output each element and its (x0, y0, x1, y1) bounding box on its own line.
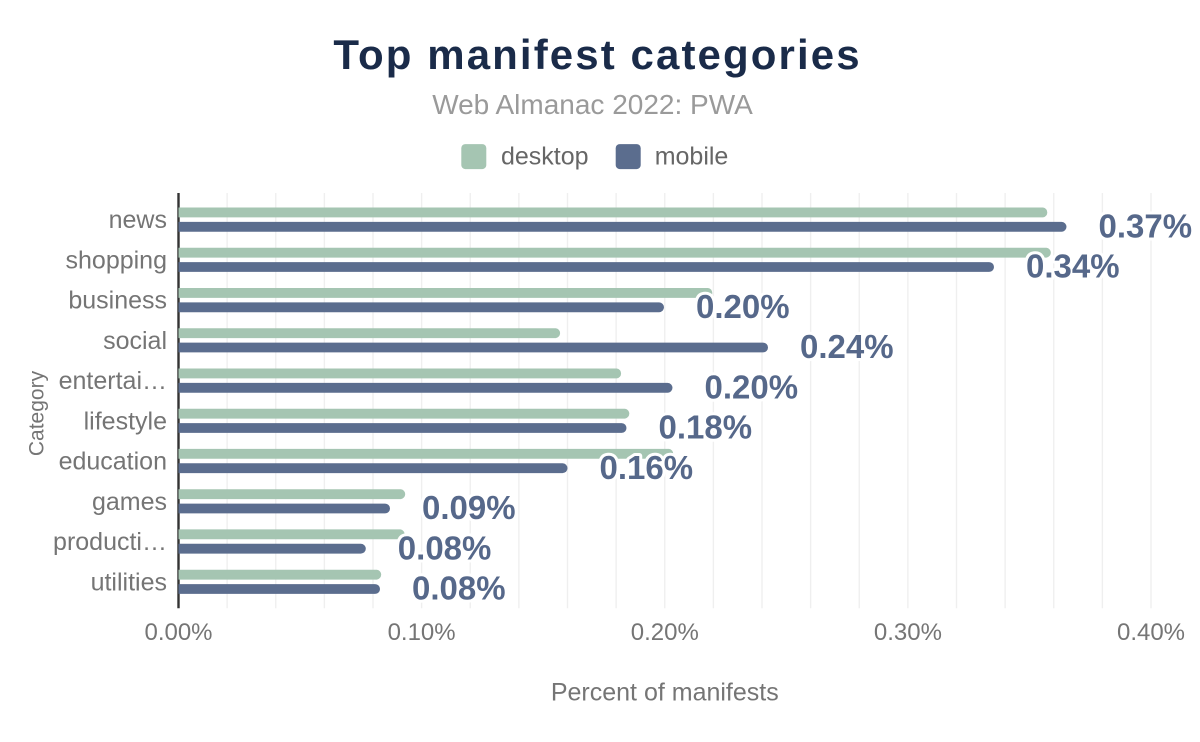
svg-text:education: education (59, 448, 167, 476)
svg-text:0.10%: 0.10% (388, 619, 456, 646)
svg-text:0.09%: 0.09% (422, 489, 516, 526)
svg-text:social: social (103, 327, 167, 355)
svg-text:0.40%: 0.40% (1117, 619, 1185, 646)
svg-text:mobile: mobile (655, 142, 729, 170)
svg-text:0.08%: 0.08% (398, 529, 492, 566)
svg-text:0.20%: 0.20% (705, 369, 799, 406)
svg-text:0.30%: 0.30% (874, 619, 942, 646)
svg-text:Percent of manifests: Percent of manifests (551, 679, 779, 707)
svg-text:utilities: utilities (91, 568, 167, 596)
svg-text:0.34%: 0.34% (1026, 248, 1120, 285)
svg-text:entertai…: entertai… (59, 367, 167, 395)
svg-text:0.20%: 0.20% (631, 619, 699, 646)
svg-text:0.20%: 0.20% (696, 288, 790, 325)
svg-text:Web Almanac 2022: PWA: Web Almanac 2022: PWA (432, 89, 753, 120)
svg-text:games: games (92, 488, 167, 516)
svg-text:business: business (68, 287, 167, 315)
svg-text:0.16%: 0.16% (600, 449, 694, 486)
svg-text:lifestyle: lifestyle (84, 407, 167, 435)
svg-text:Category: Category (25, 370, 48, 456)
svg-text:0.18%: 0.18% (659, 409, 753, 446)
svg-text:desktop: desktop (501, 142, 589, 170)
svg-text:0.00%: 0.00% (144, 619, 212, 646)
svg-text:shopping: shopping (66, 246, 167, 274)
svg-text:Top manifest categories: Top manifest categories (333, 31, 861, 78)
svg-text:news: news (109, 206, 167, 234)
svg-text:0.24%: 0.24% (800, 328, 894, 365)
svg-text:0.08%: 0.08% (412, 570, 506, 607)
svg-text:0.37%: 0.37% (1099, 208, 1193, 245)
svg-text:producti…: producti… (53, 528, 167, 556)
